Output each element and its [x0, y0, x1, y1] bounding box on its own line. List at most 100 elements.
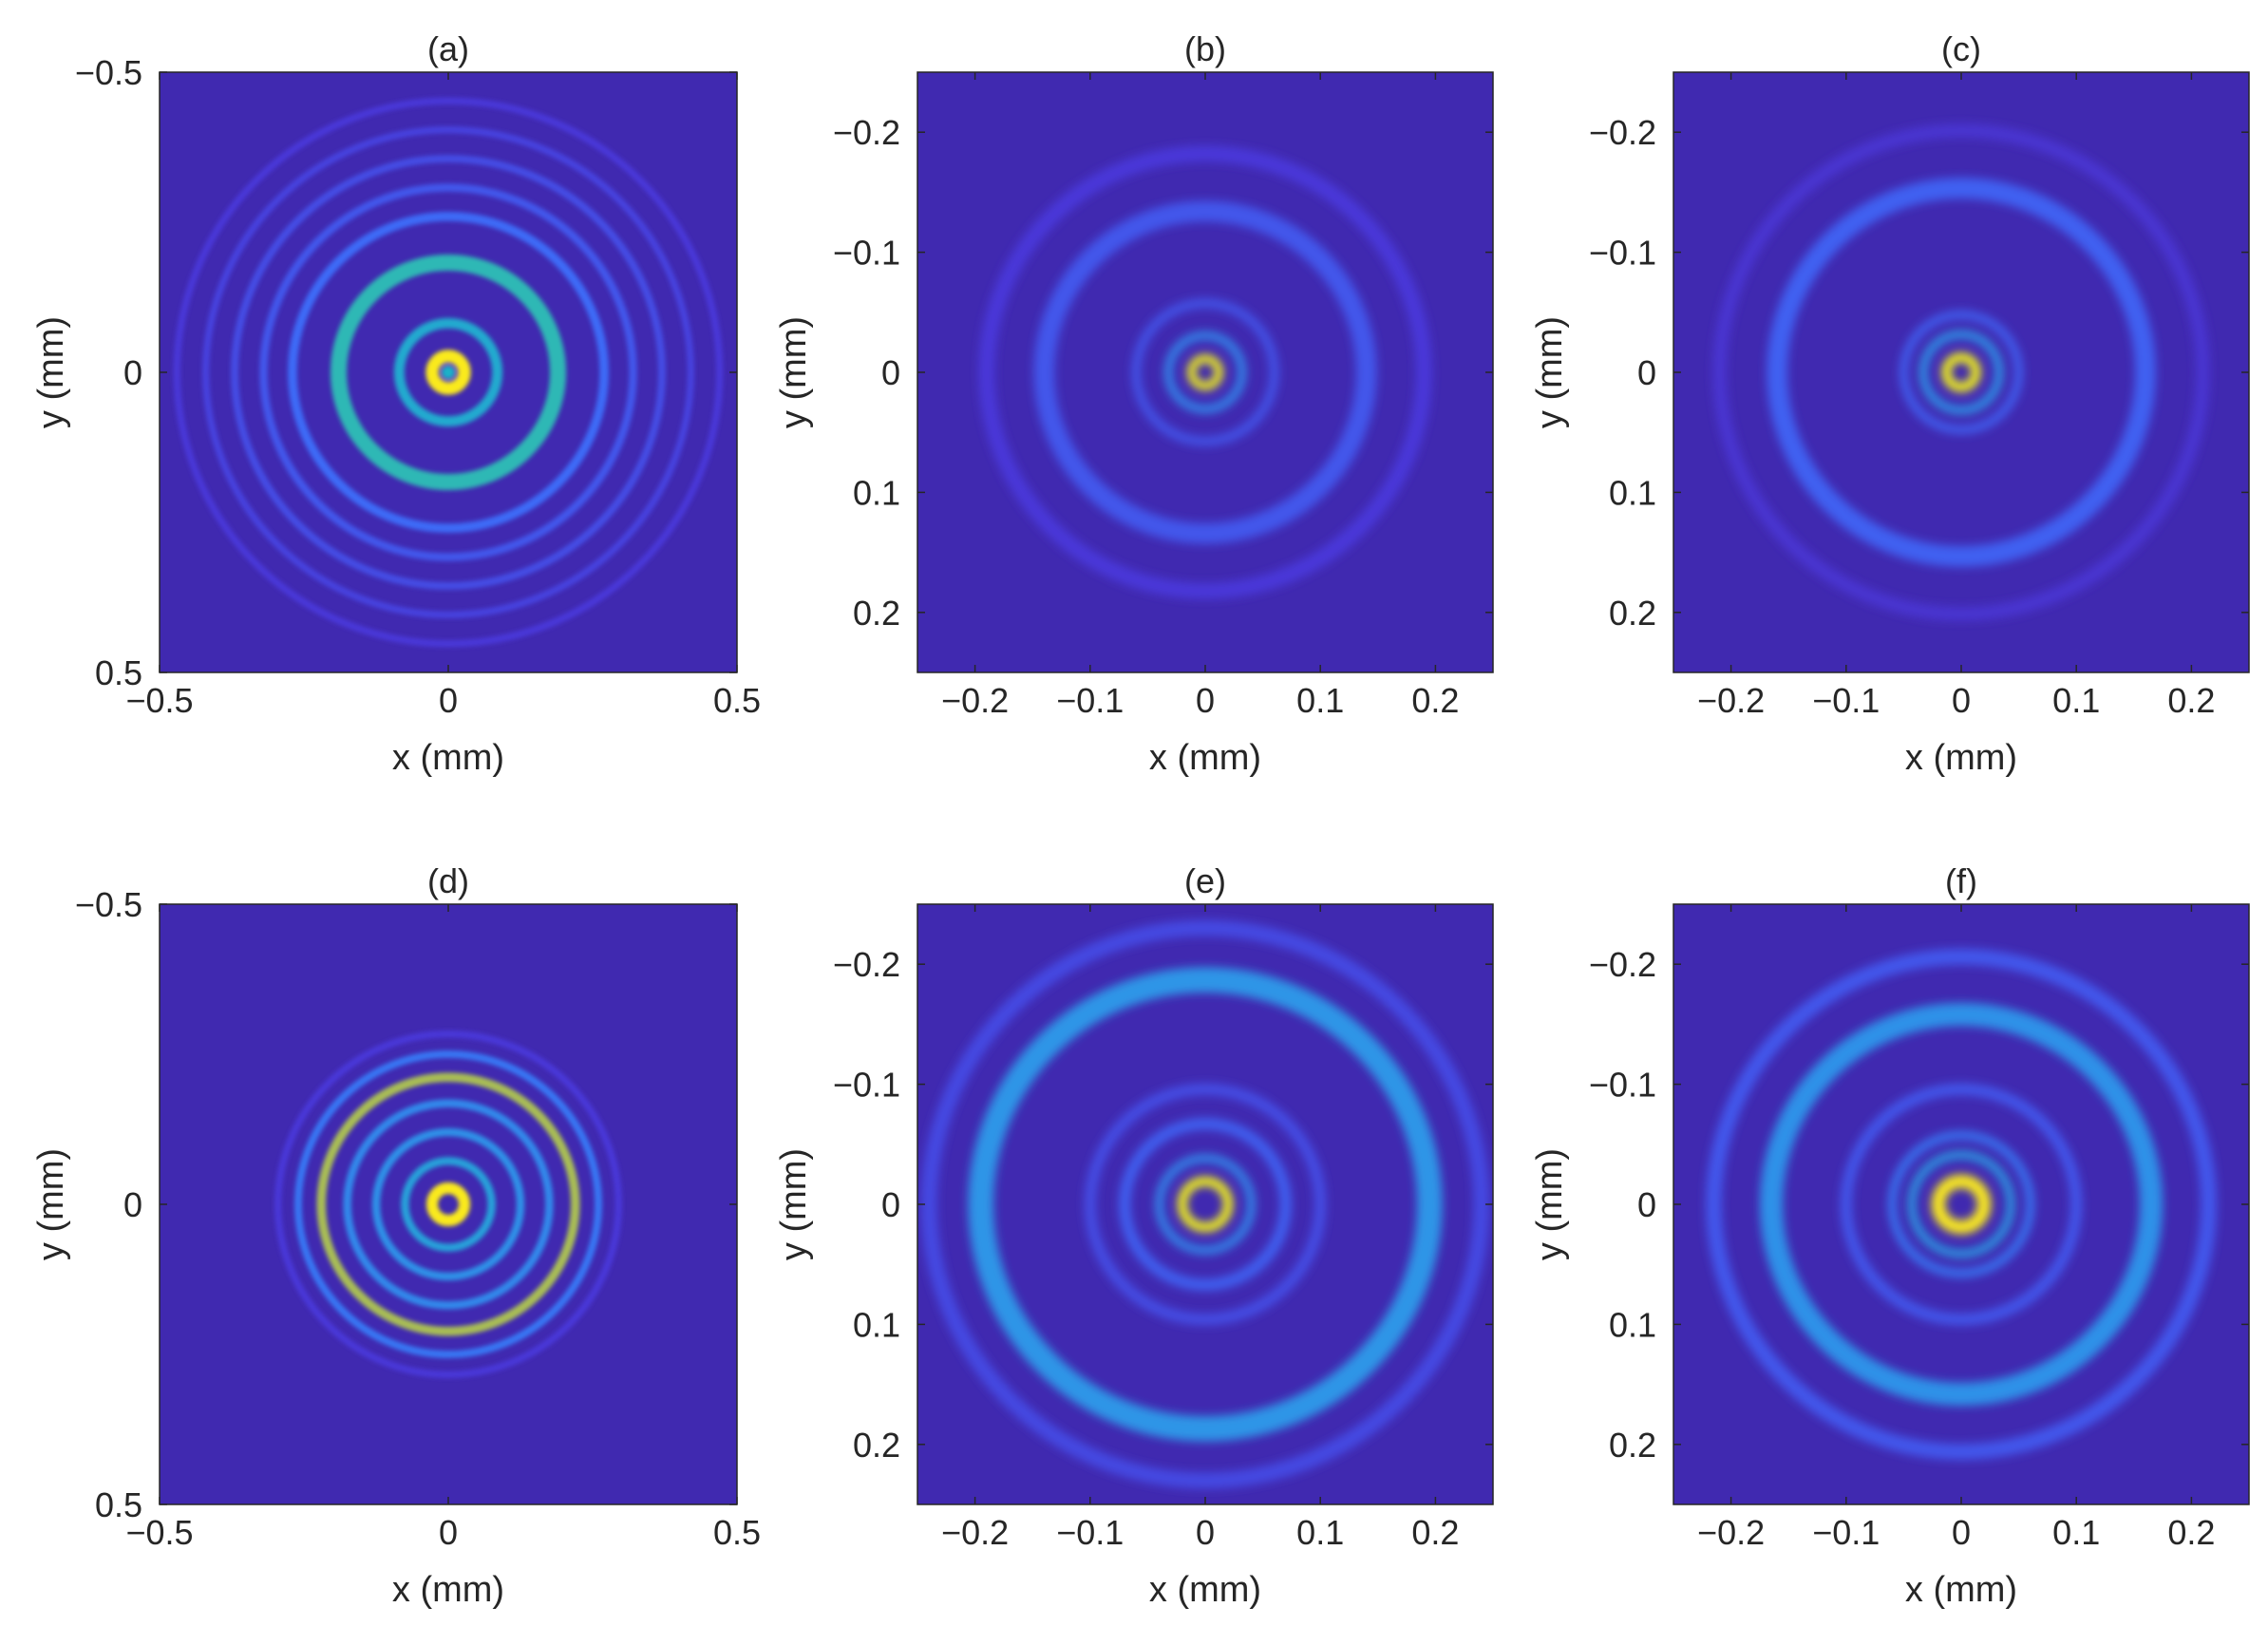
y-axis-label: y (mm) [774, 316, 814, 428]
panel-e: −0.2 −0.1 0 0.1 0.2 −0.2 −0.1 0 0.1 0.2 (e) x (mm) y… [774, 861, 1494, 1610]
y-tick-label: 0 [123, 353, 142, 392]
y-tick-label: −0.1 [1589, 234, 1656, 273]
y-tick-label: −0.1 [833, 1066, 900, 1105]
heatmap-plot-area [160, 72, 737, 672]
intensity-ring [1888, 1131, 2034, 1277]
panel-b: −0.2 −0.1 0 0.1 0.2 −0.2 −0.1 0 0.1 0.2 (b) x (mm) y… [774, 29, 1494, 778]
y-axis-label: y (mm) [1530, 1148, 1570, 1260]
panel-c: −0.2 −0.1 0 0.1 0.2 −0.2 −0.1 0 0.1 0.2 (c) x (mm) y… [1530, 29, 2250, 778]
y-tick-label: −0.2 [833, 945, 900, 984]
intensity-ring [920, 919, 1490, 1489]
x-tick-label: −0.2 [1697, 681, 1765, 720]
intensity-ring [287, 211, 610, 534]
y-tick-label: 0.2 [853, 1426, 900, 1465]
x-tick-label: 0 [1196, 681, 1215, 720]
y-tick-label: −0.2 [833, 113, 900, 152]
x-tick-label: 0.2 [2167, 681, 2215, 720]
x-tick-label: −0.1 [1056, 681, 1124, 720]
intensity-ring [1907, 1150, 2015, 1258]
intensity-ring [1767, 178, 2156, 567]
heatmap-background [1673, 72, 2249, 672]
intensity-ring [1759, 1002, 2164, 1407]
intensity-ring [1187, 354, 1223, 390]
y-tick-label: −0.2 [1589, 113, 1656, 152]
panel-title: (d) [427, 861, 469, 900]
y-axis-label: y (mm) [1530, 316, 1570, 428]
intensity-ring [371, 1127, 525, 1281]
intensity-ring [401, 1157, 496, 1252]
y-tick-label: −0.1 [833, 234, 900, 273]
x-tick-label: 0 [1196, 1513, 1215, 1552]
intensity-ring [1941, 352, 1981, 392]
heatmap-background [160, 904, 737, 1504]
x-tick-label: 0 [1952, 681, 1971, 720]
x-axis-label: x (mm) [1905, 1570, 2017, 1610]
x-tick-label: −0.1 [1812, 1513, 1880, 1552]
panel-a: −0.5 0 0.5−0.500.5(a)x (mm)y (mm) [31, 29, 761, 778]
y-tick-label: 0.2 [853, 594, 900, 633]
heatmap-plot-area [917, 904, 1493, 1504]
x-axis-label: x (mm) [392, 1570, 504, 1610]
x-tick-label: −0.2 [941, 681, 1009, 720]
y-tick-label: 0.1 [1609, 1305, 1656, 1344]
intensity-ring [1163, 331, 1247, 414]
panel-d: −0.5 0 0.5−0.500.5(d)x (mm)y (mm) [31, 861, 761, 1610]
x-axis-label: x (mm) [1149, 738, 1261, 778]
x-tick-label: 0.1 [2052, 681, 2100, 720]
heatmap-plot-area [160, 904, 737, 1504]
intensity-ring [1918, 330, 2004, 415]
x-axis-label: x (mm) [1149, 1570, 1261, 1610]
y-tick-label: 0.1 [1609, 473, 1656, 512]
y-tick-label: −0.2 [1589, 945, 1656, 984]
y-tick-label: 0 [1637, 353, 1656, 392]
intensity-ring [173, 97, 724, 648]
x-tick-label: −0.5 [125, 681, 193, 720]
intensity-ring [1155, 1154, 1256, 1255]
panel-title: (f) [1945, 861, 1977, 900]
intensity-ring [968, 967, 1443, 1442]
intensity-ring [231, 155, 666, 590]
y-tick-label: −0.5 [75, 53, 142, 92]
panel-title: (e) [1184, 861, 1226, 900]
intensity-ring [259, 183, 637, 561]
y-tick-label: 0.5 [95, 1485, 142, 1524]
intensity-ring [425, 350, 471, 395]
x-tick-label: 0 [1952, 1513, 1971, 1552]
intensity-ring [201, 125, 695, 619]
y-tick-label: 0 [123, 1185, 142, 1224]
panel-title: (c) [1941, 29, 1981, 68]
heatmap-plot-area [1673, 72, 2249, 672]
intensity-ring [1084, 1083, 1327, 1326]
intensity-ring [1840, 1083, 2083, 1326]
panel-f: −0.2 −0.1 0 0.1 0.2 −0.2 −0.1 0 0.1 0.2 (f) x (mm) y… [1530, 861, 2250, 1610]
y-axis-label: y (mm) [774, 1148, 814, 1260]
intensity-ring [393, 317, 503, 427]
x-tick-label: 0.2 [2167, 1513, 2215, 1552]
y-tick-label: 0.2 [1609, 594, 1656, 633]
x-tick-label: 0.1 [1296, 681, 1344, 720]
y-tick-label: 0.5 [95, 653, 142, 692]
y-tick-label: 0 [1637, 1185, 1656, 1224]
y-tick-label: 0.1 [853, 473, 900, 512]
x-tick-label: 0.1 [1296, 1513, 1344, 1552]
x-tick-label: −0.5 [125, 1513, 193, 1552]
heatmap-plot-area [1673, 904, 2249, 1504]
y-tick-label: 0 [881, 353, 900, 392]
intensity-ring [425, 1182, 471, 1227]
intensity-ring [1705, 948, 2218, 1461]
y-axis-label: y (mm) [31, 316, 71, 428]
intensity-ring [1119, 1118, 1292, 1291]
intensity-ring [1712, 123, 2210, 621]
intensity-ring [293, 1049, 603, 1359]
intensity-ring [1899, 311, 2023, 434]
intensity-ring [1033, 200, 1377, 544]
heatmap-background [917, 72, 1493, 672]
intensity-ring [1931, 1174, 1992, 1235]
intensity-ring [316, 1072, 580, 1336]
x-axis-label: x (mm) [392, 738, 504, 778]
y-tick-label: −0.5 [75, 885, 142, 924]
y-tick-label: 0.2 [1609, 1426, 1656, 1465]
x-tick-label: 0.2 [1411, 1513, 1459, 1552]
y-tick-label: 0 [881, 1185, 900, 1224]
